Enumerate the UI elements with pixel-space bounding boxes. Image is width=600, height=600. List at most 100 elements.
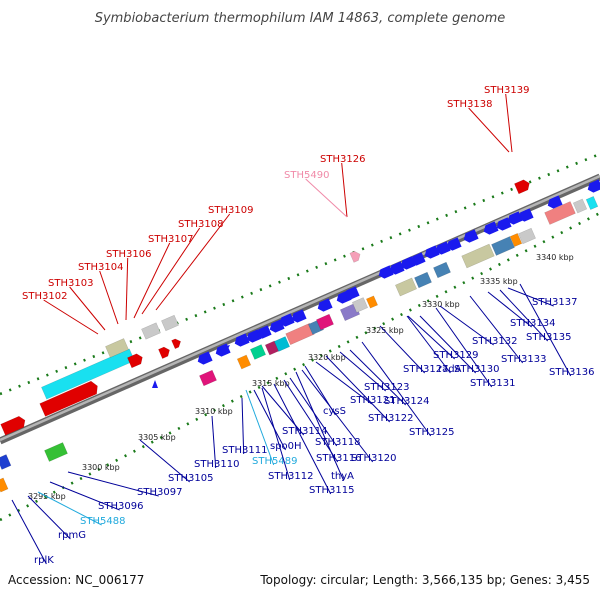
reverse-gene-feature[interactable] [491, 236, 515, 256]
forward-gene-feature[interactable] [514, 178, 531, 195]
reverse-gene-feature[interactable] [0, 454, 12, 470]
forward-gene-label[interactable]: STH3139 [484, 85, 529, 96]
reverse-gene-feature[interactable] [409, 252, 426, 267]
reverse-gene-label[interactable]: STH3105 [168, 473, 213, 484]
reverse-gene-feature[interactable] [482, 221, 499, 236]
reverse-gene-label[interactable]: STH3096 [98, 501, 143, 512]
reverse-gene-feature[interactable] [433, 261, 451, 279]
reverse-gene-feature[interactable] [517, 208, 534, 223]
reverse-gene-feature[interactable] [395, 277, 417, 297]
reverse-gene-label[interactable]: STH3097 [137, 487, 182, 498]
forward-gene-feature[interactable] [39, 380, 101, 417]
forward-gene-feature[interactable] [127, 352, 144, 369]
reverse-gene-label[interactable]: STH3133 [501, 354, 546, 365]
reverse-gene-label[interactable]: STH3131 [470, 378, 515, 389]
forward-gene-feature[interactable] [585, 196, 599, 210]
reverse-gene-feature[interactable] [152, 380, 158, 388]
forward-gene-feature[interactable] [161, 314, 179, 332]
reverse-gene-feature[interactable] [218, 345, 230, 353]
reverse-gene-label[interactable]: STH3115 [309, 485, 354, 496]
reverse-gene-label[interactable]: STH3129 [433, 350, 478, 361]
reverse-gene-label[interactable]: STH3122 [368, 413, 413, 424]
forward-gene-label[interactable]: STH3138 [447, 99, 492, 110]
forward-gene-feature[interactable] [158, 345, 171, 359]
reverse-gene-feature[interactable] [462, 229, 479, 244]
reverse-gene-feature[interactable] [316, 313, 334, 331]
reverse-gene-label[interactable]: STH3118 [315, 437, 360, 448]
reverse-gene-feature[interactable] [0, 477, 9, 493]
reverse-gene-feature[interactable] [377, 265, 394, 280]
forward-gene-label[interactable]: STH3103 [48, 278, 93, 289]
reverse-gene-label[interactable]: spo0H [270, 441, 302, 452]
forward-gene-feature[interactable] [105, 338, 129, 358]
reverse-gene-label[interactable]: thyA [331, 471, 354, 482]
reverse-gene-label[interactable]: STH3124 [384, 396, 429, 407]
reverse-gene-feature[interactable] [445, 237, 462, 252]
reverse-gene-label[interactable]: STH3125 [409, 427, 454, 438]
reverse-gene-feature[interactable] [495, 217, 512, 232]
reverse-gene-feature[interactable] [285, 322, 315, 346]
reverse-leader-line [379, 325, 426, 374]
reverse-gene-feature[interactable] [278, 313, 295, 328]
reverse-gene-feature[interactable] [423, 245, 440, 260]
forward-gene-feature[interactable] [141, 322, 161, 340]
reverse-gene-feature[interactable] [509, 233, 523, 247]
reverse-gene-label[interactable]: rpmG [58, 530, 86, 541]
reverse-gene-label[interactable]: STH3111 [222, 445, 267, 456]
reverse-gene-feature[interactable] [546, 195, 563, 210]
reverse-gene-label[interactable]: STH5488 [80, 516, 125, 527]
reverse-gene-label[interactable]: STH5489 [252, 456, 297, 467]
forward-gene-feature[interactable] [544, 201, 576, 225]
reverse-gene-feature[interactable] [290, 309, 307, 324]
reverse-gene-label[interactable]: STH3134 [510, 318, 555, 329]
forward-gene-feature[interactable] [0, 415, 28, 436]
forward-gene-label[interactable]: STH3126 [320, 154, 365, 165]
reverse-gene-feature[interactable] [351, 297, 369, 313]
forward-gene-label[interactable]: STH3109 [208, 205, 253, 216]
reverse-gene-feature[interactable] [366, 295, 378, 309]
forward-gene-feature[interactable] [349, 250, 362, 263]
reverse-gene-label[interactable]: STH3120 [351, 453, 396, 464]
reverse-gene-label[interactable]: radA [438, 364, 462, 375]
reverse-gene-feature[interactable] [518, 227, 536, 245]
forward-gene-label[interactable]: STH3107 [148, 234, 193, 245]
reverse-gene-label[interactable]: STH3114 [282, 426, 327, 437]
reverse-gene-feature[interactable] [273, 336, 291, 352]
reverse-gene-feature[interactable] [249, 344, 267, 360]
reverse-gene-label[interactable]: STH3112 [268, 471, 313, 482]
reverse-leader-line [435, 307, 493, 388]
reverse-gene-label[interactable]: STH3135 [526, 332, 571, 343]
reverse-gene-label[interactable]: STH3127 [403, 364, 448, 375]
reverse-gene-feature[interactable] [343, 286, 360, 301]
reverse-gene-label[interactable]: STH3110 [194, 459, 239, 470]
reverse-gene-label[interactable]: STH3130 [454, 364, 499, 375]
reverse-gene-feature[interactable] [414, 271, 432, 289]
reverse-gene-label[interactable]: STH3121 [350, 395, 395, 406]
reverse-gene-label[interactable]: STH3116 [316, 453, 361, 464]
reverse-gene-label[interactable]: STH3137 [532, 297, 577, 308]
reverse-gene-feature[interactable] [196, 351, 213, 366]
reverse-gene-label[interactable]: rplK [34, 555, 54, 566]
reverse-gene-feature[interactable] [388, 261, 405, 276]
forward-gene-label[interactable]: STH3108 [178, 219, 223, 230]
forward-gene-feature[interactable] [171, 337, 183, 350]
reverse-gene-feature[interactable] [233, 333, 250, 348]
reverse-gene-feature[interactable] [434, 241, 451, 256]
forward-gene-label[interactable]: STH3104 [78, 262, 123, 273]
reverse-gene-feature[interactable] [199, 369, 217, 387]
reverse-gene-label[interactable]: STH3132 [472, 336, 517, 347]
reverse-gene-feature[interactable] [236, 354, 252, 370]
reverse-gene-feature[interactable] [506, 211, 523, 226]
reverse-gene-label[interactable]: STH3123 [364, 382, 409, 393]
forward-gene-feature[interactable] [572, 198, 588, 214]
forward-gene-label[interactable]: STH3102 [22, 291, 67, 302]
forward-gene-label[interactable]: STH5490 [284, 170, 329, 181]
forward-gene-label[interactable]: STH3106 [106, 249, 151, 260]
reverse-gene-feature[interactable] [316, 298, 333, 313]
reverse-gene-feature[interactable] [461, 243, 495, 269]
reverse-gene-feature[interactable] [255, 325, 272, 340]
reverse-gene-feature[interactable] [44, 442, 68, 462]
reverse-gene-label[interactable]: STH3136 [549, 367, 594, 378]
reverse-gene-feature[interactable] [586, 179, 600, 194]
